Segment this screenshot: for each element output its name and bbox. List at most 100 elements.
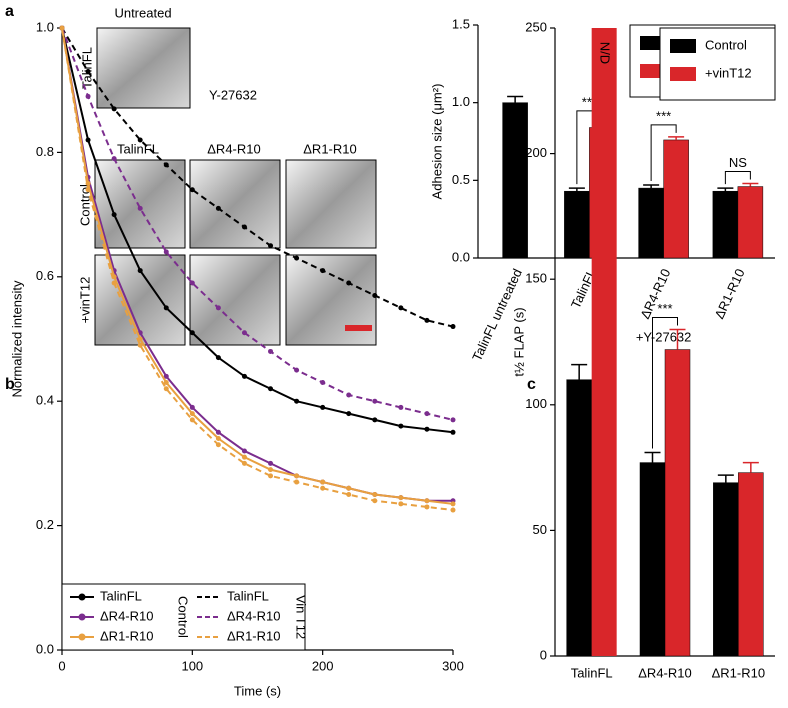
bracket — [652, 316, 678, 449]
point — [450, 417, 456, 423]
bracket — [650, 124, 677, 181]
bar — [638, 187, 664, 259]
point — [85, 93, 91, 99]
line — [61, 27, 454, 505]
legend-group: Vin T12 — [294, 595, 309, 639]
error-bar — [668, 136, 685, 140]
point — [268, 473, 274, 479]
point — [189, 411, 195, 417]
legend-label: ΔR1-R10 — [227, 628, 280, 643]
point — [268, 467, 274, 473]
micrograph — [285, 159, 377, 249]
bar — [712, 190, 739, 259]
legend-dot — [78, 593, 86, 601]
image-panel: Untreated TalinFL Y-27632 TalinFL ΔR4-R1… — [77, 5, 377, 346]
point — [320, 485, 326, 491]
y-tick-label: 1.0 — [452, 94, 470, 109]
point — [372, 417, 378, 423]
point — [241, 330, 247, 336]
point — [346, 280, 352, 286]
y-tick-label: 0.8 — [36, 144, 54, 159]
point — [450, 429, 456, 435]
y-tick-label: 1.0 — [36, 19, 54, 34]
legend-label: ΔR4-R10 — [227, 608, 280, 623]
point — [268, 348, 274, 354]
image-title: Untreated — [114, 5, 171, 20]
point — [424, 411, 430, 417]
point — [215, 429, 221, 435]
x-axis-label: Time (s) — [234, 683, 281, 698]
point — [85, 181, 91, 186]
point — [294, 473, 300, 479]
bar — [737, 186, 764, 259]
point — [372, 398, 378, 404]
panel-label: c — [527, 376, 536, 393]
error-bar — [742, 461, 759, 473]
bracket — [724, 170, 751, 185]
point — [320, 268, 326, 274]
scale-bar — [345, 325, 372, 331]
point — [294, 367, 300, 373]
point — [163, 373, 169, 379]
error-bar — [717, 474, 734, 483]
y-tick-label: 1.5 — [452, 16, 470, 31]
bar — [564, 190, 590, 259]
y-axis-label: Normalized intensity — [9, 280, 24, 398]
point — [398, 404, 404, 410]
point — [294, 255, 300, 261]
point — [398, 501, 404, 507]
row-label: TalinFL — [79, 47, 94, 89]
bar — [502, 102, 528, 259]
y-tick-label: 150 — [525, 271, 547, 286]
point — [450, 507, 456, 513]
value-label: N/D — [598, 42, 613, 64]
y-tick-label: 0.4 — [36, 393, 54, 408]
group-label: +Y-27632 — [636, 329, 692, 344]
column-label: ΔR1-R10 — [303, 141, 356, 156]
row-label: +vinT12 — [77, 277, 92, 324]
point — [111, 156, 117, 162]
y-tick-label: 200 — [525, 145, 547, 160]
legend-box — [61, 583, 306, 651]
x-tick-label: 300 — [442, 658, 464, 673]
point — [111, 280, 117, 286]
point — [241, 373, 247, 379]
point — [241, 448, 247, 454]
y-axis-label: Adhesion size (μm²) — [429, 84, 444, 200]
point — [163, 380, 169, 386]
group-title: Y-27632 — [209, 87, 257, 102]
point — [215, 205, 221, 211]
x-tick-label: 100 — [181, 658, 203, 673]
point — [189, 280, 195, 286]
x-tick-label: 0 — [58, 658, 65, 673]
point — [137, 205, 143, 211]
point — [424, 504, 430, 510]
point — [85, 69, 91, 75]
bar — [663, 139, 689, 259]
y-tick-label: 100 — [525, 396, 547, 411]
point — [268, 460, 274, 466]
y-tick-label: 0.0 — [36, 641, 54, 656]
error-bar — [507, 95, 524, 103]
point — [111, 212, 117, 218]
bar — [713, 482, 739, 657]
point — [398, 305, 404, 311]
panel-label: a — [5, 3, 14, 20]
annotation: *** — [657, 301, 672, 316]
point — [450, 501, 456, 507]
error-bar — [643, 184, 660, 189]
point — [241, 454, 247, 460]
legend-dot — [78, 613, 86, 621]
line — [61, 27, 454, 421]
point — [137, 137, 143, 143]
point — [85, 137, 91, 143]
x-tick-label: 200 — [312, 658, 334, 673]
point — [137, 268, 143, 274]
error-bar — [571, 363, 588, 380]
error-bar — [644, 451, 661, 463]
legend-label: TalinFL — [100, 588, 142, 603]
point — [215, 436, 221, 442]
legend-label: ΔR1-R10 — [100, 628, 153, 643]
legend-swatch — [670, 67, 696, 81]
